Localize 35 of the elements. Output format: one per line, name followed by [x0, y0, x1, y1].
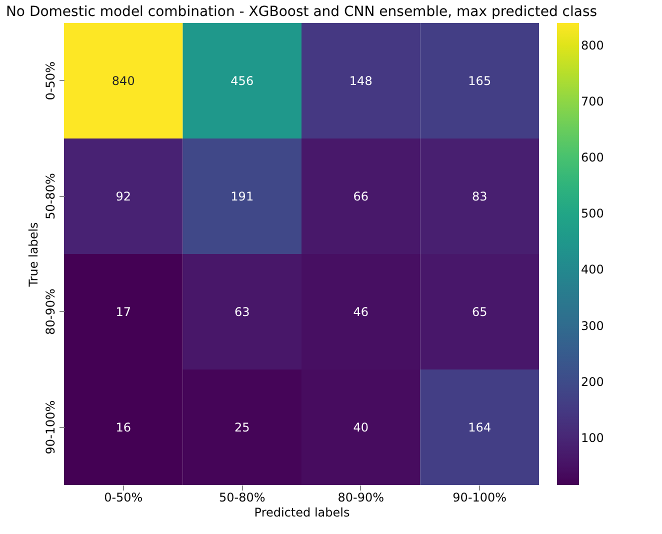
y-tick-label: 90-100% — [44, 400, 58, 454]
x-axis-title: Predicted labels — [254, 506, 350, 520]
color-bar-label: 500 — [581, 206, 604, 221]
chart-title: No Domestic model combination - XGBoost and CNN ensemble, max predicted class — [6, 4, 598, 20]
color-bar-label: 200 — [581, 374, 604, 389]
color-bar-label: 600 — [581, 150, 604, 165]
data-label: 63 — [234, 304, 250, 319]
color-bar-label: 300 — [581, 318, 604, 333]
x-tick-label: 50-80% — [218, 490, 266, 504]
data-label: 148 — [349, 74, 372, 88]
color-bar-label: 100 — [581, 430, 604, 445]
data-label: 66 — [353, 189, 369, 204]
data-label: 83 — [472, 189, 488, 204]
data-label: 191 — [230, 189, 254, 204]
y-axis-title: True labels — [26, 222, 40, 288]
data-label: 25 — [234, 420, 250, 434]
data-label: 16 — [116, 420, 132, 434]
data-label: 65 — [472, 304, 488, 319]
y-tick-label: 50-80% — [44, 173, 58, 220]
color-bar-label: 800 — [581, 38, 604, 52]
x-tick-label: 80-90% — [338, 490, 384, 504]
y-tick-label: 0-50% — [44, 61, 58, 100]
data-label: 165 — [468, 74, 492, 88]
data-label: 17 — [116, 304, 132, 319]
x-tick-label: 90-100% — [452, 490, 507, 504]
data-label: 840 — [112, 74, 135, 88]
y-tick-label: 80-90% — [44, 288, 58, 335]
data-label: 164 — [468, 420, 492, 434]
data-label: 456 — [230, 74, 254, 88]
data-label: 40 — [353, 420, 369, 434]
data-label: 92 — [116, 189, 132, 204]
data-label: 46 — [353, 304, 369, 319]
x-tick-label: 0-50% — [104, 490, 143, 504]
color-bar-label: 400 — [581, 262, 604, 277]
color-bar-label: 700 — [581, 94, 604, 108]
